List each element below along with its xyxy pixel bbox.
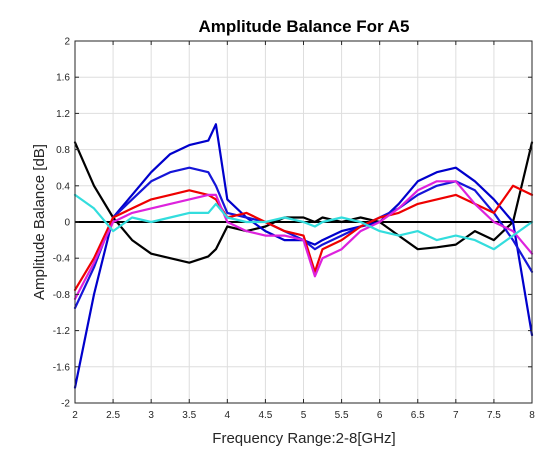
x-tick-label: 7	[453, 410, 459, 421]
y-tick-label: 1.6	[56, 73, 70, 84]
x-tick-label: 2.5	[106, 410, 120, 421]
y-tick-label: -1.6	[53, 362, 71, 373]
x-tick-label: 4.5	[258, 410, 272, 421]
y-tick-label: 0	[64, 218, 70, 229]
ticks	[74, 40, 533, 404]
y-tick-label: -0.4	[53, 254, 71, 265]
x-tick-label: 6	[377, 410, 383, 421]
x-tick-label: 8	[529, 410, 535, 421]
chart-title: Amplitude Balance For A5	[199, 17, 410, 36]
y-tick-label: -0.8	[53, 290, 71, 301]
y-tick-labels: -2 -1.6 -1.2 -0.8 -0.4 0 0.4 0.8 1.2 1.6 2	[53, 37, 71, 410]
x-tick-labels: 2 2.5 3 3.5 4 4.5 5 5.5 6 6.5 7 7.5 8	[72, 410, 535, 421]
x-tick-label: 7.5	[487, 410, 501, 421]
x-axis-label: Frequency Range:2-8[GHz]	[212, 430, 395, 447]
y-tick-label: 1.2	[56, 109, 70, 120]
series-line-6	[73, 193, 534, 251]
y-tick-label: 0.8	[56, 145, 70, 156]
y-tick-label: -1.2	[53, 326, 71, 337]
y-tick-label: 0.4	[56, 181, 70, 192]
series-layer	[73, 123, 534, 389]
series-line-5	[73, 180, 534, 300]
x-tick-label: 3	[148, 410, 154, 421]
y-axis-label: Amplitude Balance [dB]	[31, 144, 48, 300]
x-tick-label: 5.5	[335, 410, 349, 421]
x-tick-label: 2	[72, 410, 78, 421]
x-tick-label: 6.5	[411, 410, 425, 421]
series-line-4	[73, 184, 534, 291]
y-tick-label: -2	[61, 399, 70, 410]
series-line-1	[73, 141, 534, 264]
x-tick-label: 3.5	[182, 410, 196, 421]
x-tick-label: 4	[225, 410, 231, 421]
x-tick-label: 5	[301, 410, 307, 421]
y-tick-label: 2	[64, 37, 70, 48]
